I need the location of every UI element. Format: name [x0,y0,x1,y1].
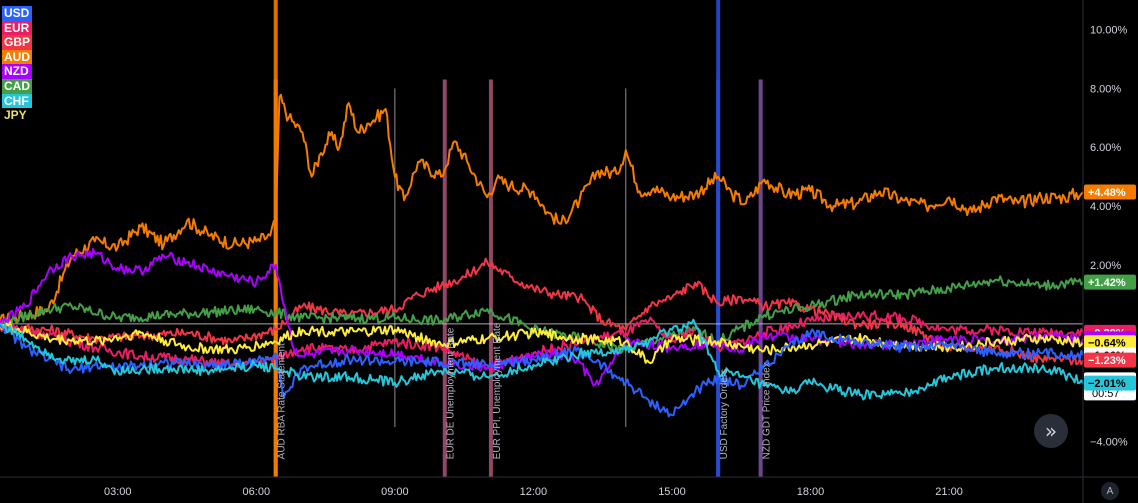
series-line-chf [0,318,1084,401]
event-label: EUR PPI, Unemployment Rate [492,322,503,459]
legend-item-aud[interactable]: AUD [2,49,33,65]
event-label: EUR DE Unemployment Rate [446,327,457,459]
y-tick-label: 10.00% [1090,24,1128,36]
auto-scale-label: A [1106,485,1114,497]
last-value-badge-bg [1084,352,1136,368]
x-tick-label: 21:00 [935,486,963,498]
legend-item-nzd[interactable]: NZD [2,64,33,79]
y-tick-label: 8.00% [1090,83,1121,95]
y-tick-label: 4.00% [1090,201,1121,213]
series-line-aud [0,93,1084,327]
series-line-usd [0,323,1084,418]
legend-item-cad[interactable]: CAD [2,78,33,94]
x-tick-label: 18:00 [797,486,825,498]
last-value-badge-bg [1084,274,1136,290]
legend-item-usd[interactable]: USD [2,6,33,21]
legend-item-jpy[interactable]: JPY [4,108,27,123]
last-value-badge-bg [1084,375,1136,391]
x-tick-label: 03:00 [104,486,132,498]
countdown-label: 00:57 [1092,388,1120,400]
legend: USD EUR GBP AUD NZD CAD CHF JPY [2,6,33,123]
last-value-label: +1.42% [1088,277,1126,289]
legend-item-eur[interactable]: EUR [2,20,33,36]
event-label: NZD GDT Price Index [762,362,773,459]
auto-scale-button[interactable]: A [1101,482,1119,500]
series-line-gbp [0,257,1084,366]
last-value-label: −1.23% [1088,355,1126,367]
y-tick-label: 2.00% [1090,260,1121,272]
last-value-label: −0.64% [1088,338,1126,350]
last-value-badge-bg [1084,184,1136,200]
last-value-label: −2.01% [1088,378,1126,390]
legend-item-chf[interactable]: CHF [2,93,33,109]
expand-button[interactable]: » [1034,414,1068,448]
x-tick-label: 15:00 [658,486,686,498]
x-tick-label: 06:00 [243,486,271,498]
last-value-badge-bg [1084,335,1136,351]
y-tick-label: −4.00% [1090,437,1128,449]
x-tick-label: 12:00 [520,486,548,498]
last-value-label: +4.48% [1088,187,1126,199]
event-label: USD Factory Orders [719,369,730,460]
legend-item-gbp[interactable]: GBP [2,35,33,50]
double-chevron-right-icon: » [1044,419,1058,443]
event-label: AUD RBA Rate Statement [277,343,288,459]
x-tick-label: 09:00 [381,486,409,498]
y-tick-label: 6.00% [1090,142,1121,154]
